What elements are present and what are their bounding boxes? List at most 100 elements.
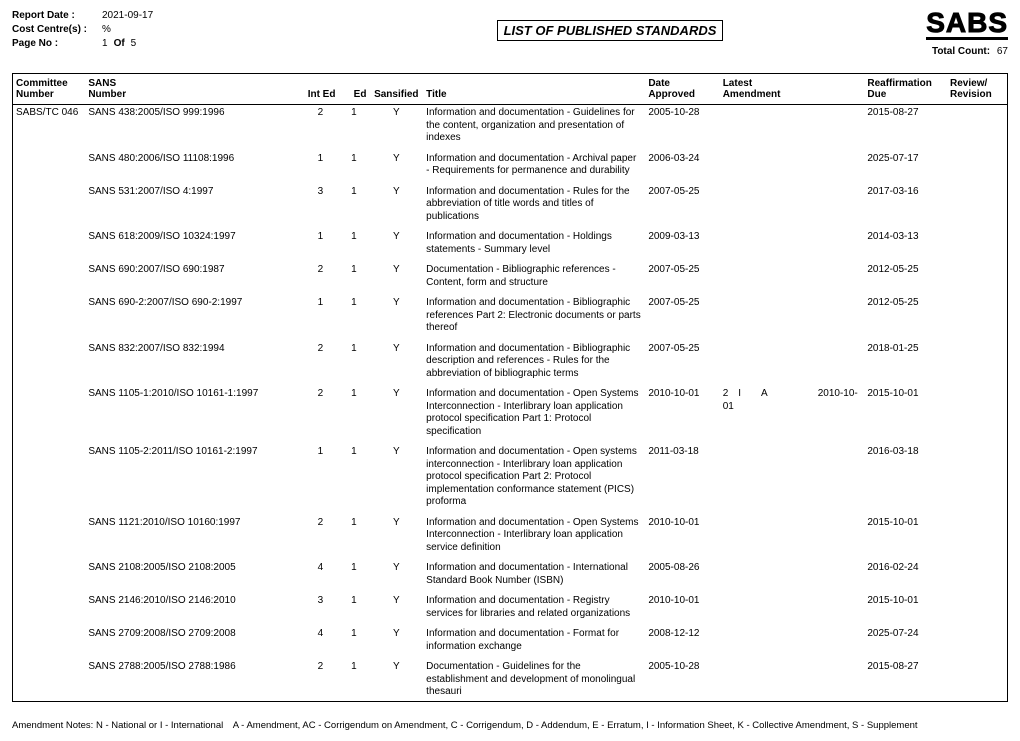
th-title: Title — [423, 74, 645, 105]
table-cell — [947, 655, 1007, 701]
table-cell — [13, 180, 85, 226]
table-cell: SANS 690-2:2007/ISO 690-2:1997 — [85, 291, 302, 337]
table-cell — [13, 382, 85, 440]
table-cell — [13, 655, 85, 701]
table-cell — [13, 291, 85, 337]
table-cell: SANS 1105-2:2011/ISO 10161-2:1997 — [85, 440, 302, 511]
table-cell — [947, 622, 1007, 655]
table-cell: 2015-10-01 — [864, 382, 947, 440]
table-cell — [13, 147, 85, 180]
table-cell: 2017-03-16 — [864, 180, 947, 226]
table-cell: 1 — [338, 147, 369, 180]
table-cell — [947, 382, 1007, 440]
table-cell — [13, 589, 85, 622]
table-cell: 1 — [302, 225, 338, 258]
table-cell: 2005-10-28 — [645, 655, 719, 701]
table-cell — [947, 258, 1007, 291]
th-approved: DateApproved — [645, 74, 719, 105]
table-cell: 1 — [338, 382, 369, 440]
table-row: SANS 832:2007/ISO 832:199421YInformation… — [13, 337, 1007, 383]
table-cell: Information and documentation - Registry… — [423, 589, 645, 622]
table-cell: Information and documentation - Rules fo… — [423, 180, 645, 226]
table-cell: SANS 2108:2005/ISO 2108:2005 — [85, 556, 302, 589]
table-cell: Y — [369, 622, 423, 655]
total-count-label: Total Count: — [932, 46, 990, 57]
table-row: SANS 618:2009/ISO 10324:199711YInformati… — [13, 225, 1007, 258]
table-cell: 1 — [338, 556, 369, 589]
table-cell — [13, 337, 85, 383]
table-cell: 1 — [302, 291, 338, 337]
table-cell: SANS 480:2006/ISO 11108:1996 — [85, 147, 302, 180]
table-cell: 2 I A 2010-10-01 — [720, 382, 865, 440]
table-cell: Information and documentation - Open sys… — [423, 440, 645, 511]
header-title-block: LIST OF PUBLISHED STANDARDS — [412, 10, 808, 41]
table-cell: Documentation - Bibliographic references… — [423, 258, 645, 291]
table-cell: 2005-10-28 — [645, 105, 719, 147]
table-cell: Y — [369, 105, 423, 147]
table-cell: 2 — [302, 511, 338, 557]
table-cell: SANS 2709:2008/ISO 2709:2008 — [85, 622, 302, 655]
table-cell — [720, 622, 865, 655]
table-cell: 2016-03-18 — [864, 440, 947, 511]
table-cell — [720, 589, 865, 622]
table-cell — [720, 225, 865, 258]
table-row: SABS/TC 046SANS 438:2005/ISO 999:199621Y… — [13, 105, 1007, 147]
table-cell — [947, 147, 1007, 180]
table-cell — [720, 511, 865, 557]
table-cell: 2014-03-13 — [864, 225, 947, 258]
table-cell — [720, 180, 865, 226]
table-cell: SANS 438:2005/ISO 999:1996 — [85, 105, 302, 147]
table-row: SANS 1105-2:2011/ISO 10161-2:199711YInfo… — [13, 440, 1007, 511]
table-cell: 1 — [302, 440, 338, 511]
table-cell: 2011-03-18 — [645, 440, 719, 511]
table-cell: 2015-10-01 — [864, 589, 947, 622]
table-row: SANS 1105-1:2010/ISO 10161-1:199721YInfo… — [13, 382, 1007, 440]
page-header: Report Date : 2021-09-17 Cost Centre(s) … — [12, 10, 1008, 57]
table-row: SANS 2108:2005/ISO 2108:200541YInformati… — [13, 556, 1007, 589]
table-cell: Information and documentation - Bibliogr… — [423, 291, 645, 337]
table-cell: Y — [369, 180, 423, 226]
table-cell: Y — [369, 511, 423, 557]
table-cell — [13, 511, 85, 557]
table-cell: Information and documentation - Bibliogr… — [423, 337, 645, 383]
table-cell: Y — [369, 258, 423, 291]
table-row: SANS 480:2006/ISO 11108:199611YInformati… — [13, 147, 1007, 180]
table-cell: SANS 531:2007/ISO 4:1997 — [85, 180, 302, 226]
table-cell — [720, 440, 865, 511]
table-cell: SANS 1121:2010/ISO 10160:1997 — [85, 511, 302, 557]
standards-table-wrap: CommitteeNumber SANSNumber Int Ed Ed San… — [12, 73, 1008, 702]
table-cell: 2007-05-25 — [645, 291, 719, 337]
table-row: SANS 531:2007/ISO 4:199731YInformation a… — [13, 180, 1007, 226]
table-cell: 2010-10-01 — [645, 511, 719, 557]
table-cell: Y — [369, 655, 423, 701]
table-cell: 1 — [338, 180, 369, 226]
table-cell: SANS 832:2007/ISO 832:1994 — [85, 337, 302, 383]
table-cell — [720, 105, 865, 147]
table-cell — [13, 440, 85, 511]
table-cell: 2015-08-27 — [864, 655, 947, 701]
th-sansified: Sansified — [369, 74, 423, 105]
table-cell: 1 — [338, 337, 369, 383]
table-cell: Information and documentation - Internat… — [423, 556, 645, 589]
table-cell — [720, 291, 865, 337]
table-cell — [947, 180, 1007, 226]
table-cell — [720, 655, 865, 701]
th-committee: CommitteeNumber — [13, 74, 85, 105]
header-info-block: Report Date : 2021-09-17 Cost Centre(s) … — [12, 10, 412, 52]
table-cell: 2015-10-01 — [864, 511, 947, 557]
table-row: SANS 2146:2010/ISO 2146:201031YInformati… — [13, 589, 1007, 622]
table-row: SANS 690:2007/ISO 690:198721YDocumentati… — [13, 258, 1007, 291]
report-date-label: Report Date : — [12, 10, 102, 21]
table-cell: 2007-05-25 — [645, 258, 719, 291]
table-row: SANS 690-2:2007/ISO 690-2:199711YInforma… — [13, 291, 1007, 337]
table-cell: 2016-02-24 — [864, 556, 947, 589]
table-cell: Y — [369, 147, 423, 180]
table-cell: 2007-05-25 — [645, 337, 719, 383]
table-cell — [947, 511, 1007, 557]
table-cell: 1 — [338, 622, 369, 655]
table-cell: 1 — [338, 258, 369, 291]
table-cell: Information and documentation - Archival… — [423, 147, 645, 180]
table-cell: Y — [369, 440, 423, 511]
table-cell: 2012-05-25 — [864, 291, 947, 337]
table-cell: Information and documentation - Holdings… — [423, 225, 645, 258]
